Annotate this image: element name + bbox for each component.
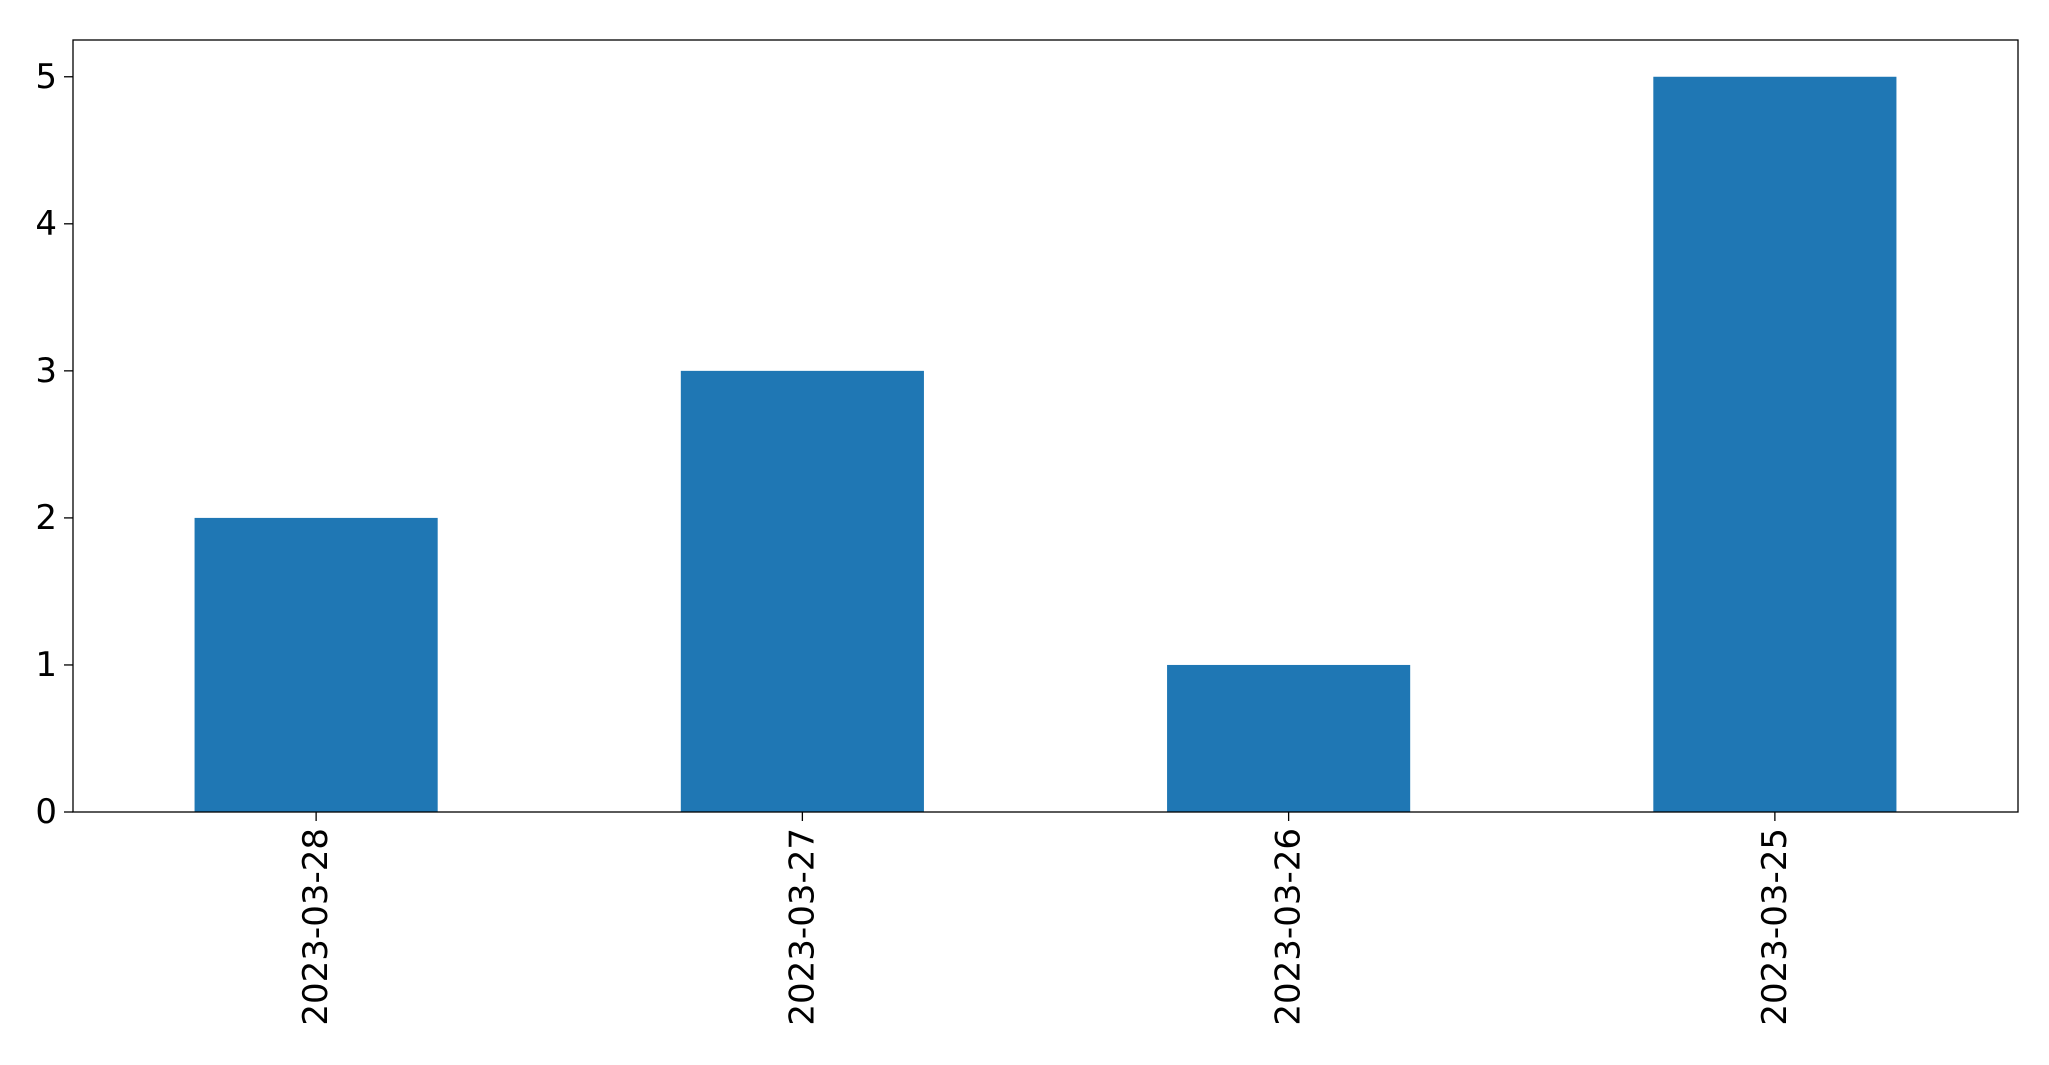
y-axis: 0 1 2 3 4 5 [35, 57, 73, 832]
x-tick-label: 2023-03-25 [1755, 828, 1795, 1026]
y-tick-label: 5 [35, 57, 57, 97]
x-axis: 2023-03-28 2023-03-27 2023-03-26 2023-03-25 [296, 812, 1795, 1026]
x-tick-label: 2023-03-28 [296, 828, 336, 1026]
bar-2023-03-25 [1653, 76, 1897, 812]
x-tick-label: 2023-03-27 [782, 828, 822, 1026]
y-tick-label: 4 [35, 204, 57, 244]
bar-2023-03-27 [680, 370, 924, 812]
y-tick-label: 3 [35, 351, 57, 391]
x-tick-label: 2023-03-26 [1269, 828, 1309, 1026]
bars-layer [194, 76, 1897, 812]
y-tick-label: 0 [35, 792, 57, 832]
y-tick-label: 2 [35, 498, 57, 538]
bar-2023-03-26 [1167, 664, 1411, 812]
plot-frame [72, 39, 2019, 813]
y-tick-label: 1 [35, 645, 57, 685]
bar-2023-03-28 [194, 517, 438, 812]
